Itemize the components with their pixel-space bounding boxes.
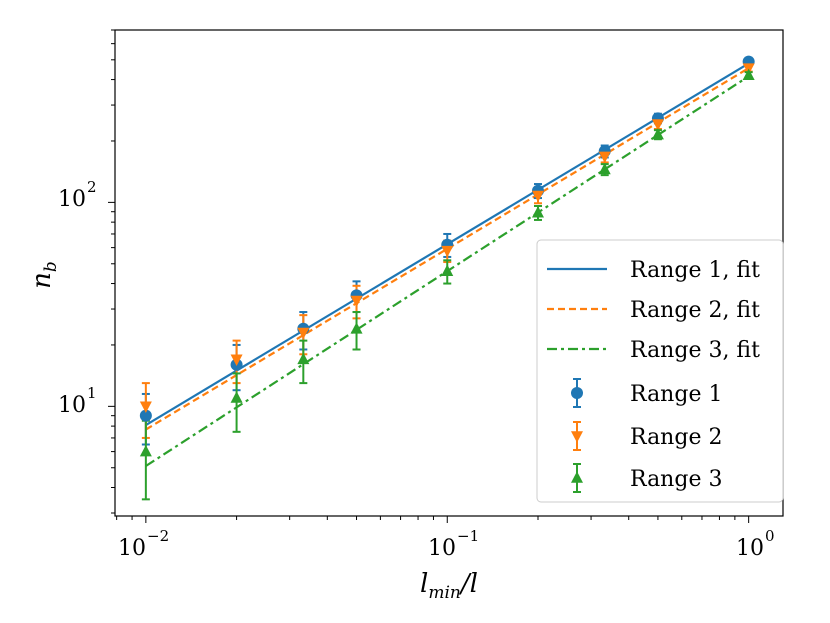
x-tick-label: 10 [118, 536, 146, 561]
range-2-point [139, 401, 152, 413]
legend-label: Range 1 [630, 382, 722, 407]
legend-label: Range 3, fit [630, 338, 760, 363]
axis-ticks [108, 29, 750, 523]
range-3-point [230, 391, 243, 403]
legend-label: Range 2 [630, 425, 722, 450]
range-2-point [297, 327, 310, 340]
range-1-point [139, 409, 152, 422]
y-axis-label: nb [27, 261, 61, 289]
legend-label: Range 2, fit [630, 298, 760, 323]
range-3-point [350, 322, 363, 334]
x-tick-label: 10 [428, 536, 456, 561]
x-tick-exp: −2 [147, 527, 169, 545]
y-tick-label: 10 [58, 187, 86, 212]
range-3-point [651, 127, 664, 140]
range-1-legend-marker [571, 387, 583, 399]
legend: Range 1, fit Range 2, fit Range 3, fit R… [536, 239, 784, 503]
x-tick-exp: 0 [765, 527, 775, 545]
range-3-point [297, 352, 310, 365]
data-markers [139, 55, 755, 457]
range-3-point [441, 264, 454, 276]
range-3-point [598, 162, 611, 175]
y-tick-exp: 2 [87, 178, 97, 196]
range-2-point [230, 354, 243, 366]
range-2-legend-marker [571, 431, 583, 443]
x-tick-label: 10 [736, 536, 764, 561]
x-tick-exp: −1 [457, 527, 479, 545]
x-axis-label: lmin/l [420, 569, 478, 603]
range-2-point [441, 245, 454, 258]
range-3-legend-marker [571, 471, 583, 483]
legend-keys [547, 267, 607, 493]
range-3-point [139, 444, 152, 457]
range-2-point [531, 190, 544, 203]
range-2-point [350, 295, 363, 308]
y-tick-label: 10 [58, 393, 86, 418]
range-3-point [742, 68, 755, 81]
range-2-point [651, 119, 664, 131]
range-3-point [531, 206, 544, 218]
legend-label: Range 3 [630, 467, 722, 492]
legend-box [536, 239, 784, 503]
range-2-fit-line [145, 67, 750, 431]
y-tick-exp: 1 [87, 384, 97, 402]
range-2-point [598, 151, 611, 164]
legend-label: Range 1, fit [630, 258, 760, 283]
